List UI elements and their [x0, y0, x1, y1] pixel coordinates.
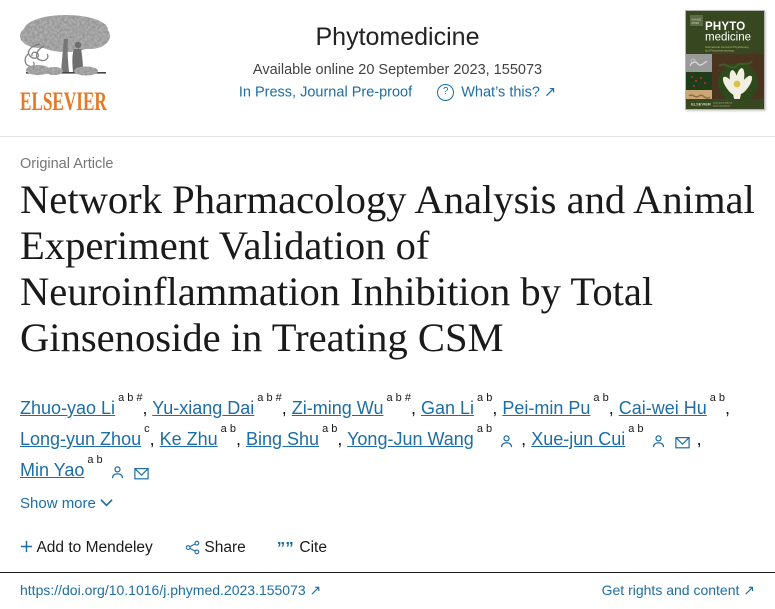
svg-text:amet, consectetuer: amet, consectetuer — [713, 105, 730, 108]
svg-text:and Phytopharmacology: and Phytopharmacology — [705, 49, 735, 53]
svg-text:25/95: 25/95 — [692, 21, 700, 25]
svg-text:””: ”” — [278, 541, 294, 554]
svg-text:International Journal of Phyto: International Journal of Phytotherapy — [705, 45, 750, 49]
svg-text:medicine: medicine — [705, 32, 751, 44]
svg-text:ELSEVIER: ELSEVIER — [691, 102, 711, 107]
svg-text:Lorem ipsum dolor sit: Lorem ipsum dolor sit — [713, 102, 733, 105]
